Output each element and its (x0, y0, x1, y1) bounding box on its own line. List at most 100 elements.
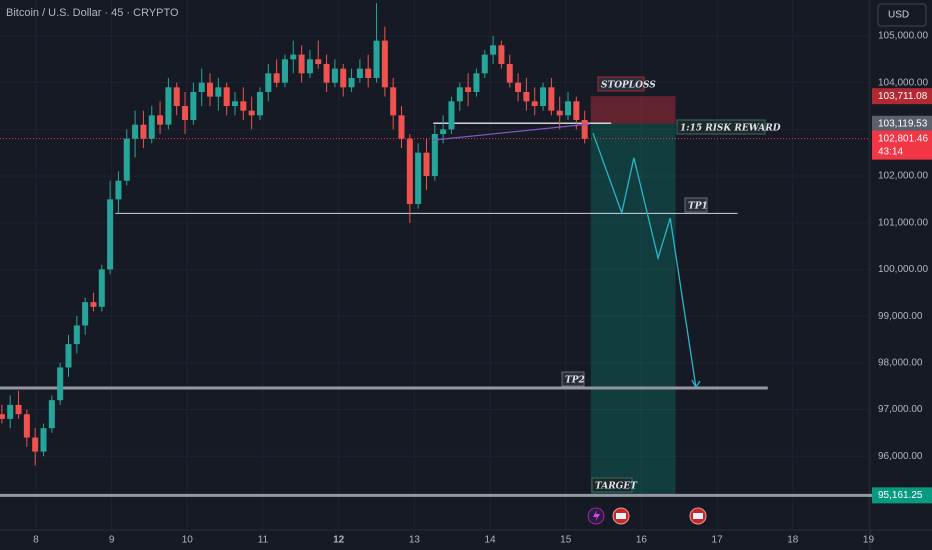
candle-body (190, 91, 197, 121)
x-tick-label: 10 (182, 535, 194, 546)
last-price-label-box (872, 130, 932, 160)
y-tick-label: 105,000.00 (878, 31, 928, 42)
target-price-label-box (872, 487, 932, 504)
last-price-label-countdown: 43:14 (878, 146, 903, 157)
currency-button[interactable] (877, 3, 927, 27)
candle-body (573, 101, 580, 121)
candle-body (290, 54, 297, 60)
tag-box (597, 76, 645, 92)
candle-body (198, 82, 205, 92)
stoploss-tag: STOPLOSS (601, 81, 656, 91)
target-price-label: 95,161.25 (878, 490, 923, 501)
candle-body (73, 325, 80, 345)
candle-body (515, 82, 522, 92)
y-tick-label: 97,000.00 (878, 404, 923, 415)
annotation-tags: STOPLOSS 1:15 RISK REWARD TP1 TP2 TARGET (561, 76, 781, 493)
candle-body (465, 87, 472, 92)
candle-body (65, 344, 72, 368)
x-tick-label: 11 (258, 535, 269, 546)
y-tick-label: 101,000.00 (878, 217, 928, 228)
x-tick-label: 16 (636, 535, 648, 546)
candle-body (440, 129, 447, 135)
candle-body (157, 115, 164, 125)
candle-body (431, 134, 438, 177)
candle-body (82, 302, 89, 326)
candle-body (340, 68, 347, 88)
candle-body (348, 77, 355, 88)
candle-body (0, 414, 5, 419)
candle-body (473, 73, 480, 92)
candle-body (448, 101, 455, 130)
candle-body (90, 302, 97, 307)
stop-price-label: 103,711.08 (878, 91, 928, 102)
x-tick-label: 9 (109, 535, 115, 546)
entry-price-label-box (872, 115, 932, 132)
tag-box (561, 371, 585, 387)
plot (0, 3, 932, 497)
chart-title: Bitcoin / U.S. Dollar · 45 · CRYPTO (6, 7, 179, 19)
y-tick-label: 96,000.00 (878, 451, 923, 462)
candle-body (115, 180, 122, 200)
candle-body (315, 59, 322, 64)
candle-body (506, 63, 513, 83)
candle-body (273, 73, 280, 83)
candle-body (23, 414, 30, 438)
event-icon-glyph (593, 510, 600, 522)
event-icon-glyph (693, 513, 703, 519)
candle-body (173, 87, 180, 106)
candle-body (32, 437, 39, 452)
candle-body (565, 101, 572, 116)
candle-body (415, 152, 422, 205)
x-tick-label: 15 (560, 535, 572, 546)
candle-body (132, 124, 139, 139)
candle-body (406, 138, 413, 205)
target-zone (590, 123, 676, 496)
projection-path (592, 132, 697, 388)
candle-body (373, 40, 380, 78)
stop-price-label-box (872, 88, 932, 105)
y-tick-label: 102,000.00 (878, 171, 928, 182)
x-tick-label: 12 (333, 535, 345, 546)
y-tick-label: 104,000.00 (878, 77, 928, 88)
candle-body (123, 138, 130, 181)
candle-body (523, 91, 530, 102)
candle-body (456, 87, 463, 102)
trend-line (432, 123, 591, 141)
x-tick-label: 13 (409, 535, 421, 546)
candle-body (265, 73, 272, 92)
candle-body (215, 87, 222, 97)
candle-body (240, 101, 247, 111)
candle-body (381, 40, 388, 88)
candle-body (57, 367, 64, 401)
candle-body (306, 59, 313, 74)
tag-box (684, 197, 708, 213)
candle-body (540, 87, 547, 106)
risk-reward-tag: 1:15 RISK REWARD (680, 124, 781, 134)
candle-body (207, 82, 214, 97)
last-price-label: 102,801.46 (878, 133, 928, 144)
tp2-tag: TP2 (565, 376, 585, 386)
candle-body (581, 120, 588, 139)
y-tick-label: 98,000.00 (878, 357, 923, 368)
x-tick-label: 18 (787, 535, 799, 546)
tp1-tag: TP1 (688, 202, 708, 212)
candle-body (531, 101, 538, 106)
candle-body (182, 106, 189, 121)
candle-body (107, 199, 114, 270)
candle-body (323, 63, 330, 83)
x-tick-label: 17 (712, 535, 724, 546)
candle-body (248, 110, 255, 116)
candle-body (498, 45, 505, 64)
candle-body (423, 152, 430, 177)
tag-box (676, 119, 766, 135)
candle-body (223, 87, 230, 106)
currency-label[interactable]: USD (888, 10, 909, 21)
x-tick-label: 8 (33, 535, 39, 546)
candle-body (140, 124, 147, 139)
candle-body (356, 68, 363, 78)
candle-body (15, 404, 22, 415)
candle-body (365, 68, 372, 78)
candle-body (40, 428, 47, 452)
